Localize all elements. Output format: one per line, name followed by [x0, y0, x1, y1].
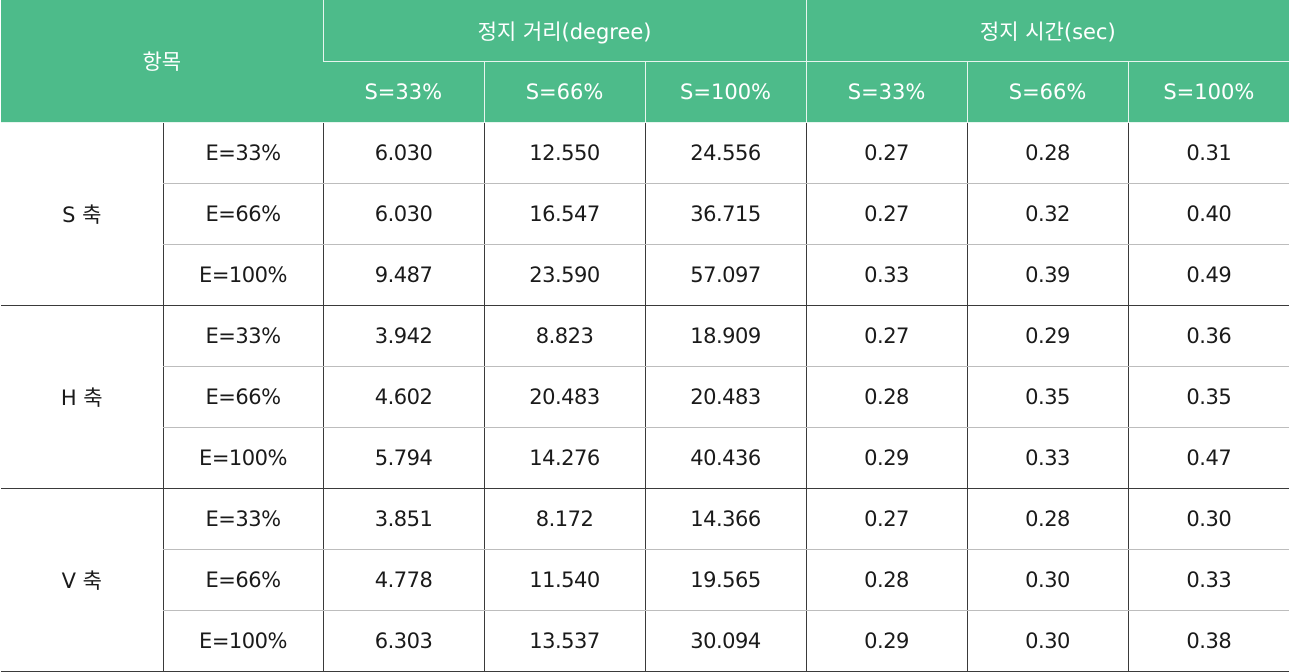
- table-row: E=66% 4.602 20.483 20.483 0.28 0.35 0.35: [1, 366, 1290, 428]
- table-header: 항목 정지 거리(degree) 정지 시간(sec) S=33% S=66% …: [1, 0, 1290, 123]
- stop-distance-cell: 6.030: [322, 122, 485, 184]
- e-level-label: E=33%: [162, 122, 324, 184]
- stop-distance-cell: 23.590: [483, 244, 646, 306]
- time-speed-header: S=66%: [966, 61, 1129, 123]
- stop-time-cell: 0.27: [805, 305, 968, 367]
- stop-time-cell: 0.49: [1127, 244, 1290, 306]
- stop-distance-cell: 3.851: [322, 488, 485, 550]
- stop-distance-cell: 14.276: [483, 427, 646, 489]
- stop-distance-cell: 36.715: [644, 183, 807, 245]
- table-row: E=66% 6.030 16.547 36.715 0.27 0.32 0.40: [1, 183, 1290, 245]
- stop-distance-cell: 3.942: [322, 305, 485, 367]
- time-speed-header: S=100%: [1127, 61, 1290, 123]
- stop-time-cell: 0.31: [1127, 122, 1290, 184]
- table-row: V 축 E=33% 3.851 8.172 14.366 0.27 0.28 0.30: [1, 488, 1290, 672]
- stop-distance-cell: 6.303: [322, 610, 485, 672]
- stop-distance-cell: 57.097: [644, 244, 807, 306]
- stop-distance-cell: 11.540: [483, 549, 646, 611]
- stop-distance-cell: 4.778: [322, 549, 485, 611]
- axis-label: S 축: [1, 122, 163, 306]
- stop-time-cell: 0.39: [966, 244, 1129, 306]
- stop-distance-cell: 16.547: [483, 183, 646, 245]
- table-row: H 축 E=33% 3.942 8.823 18.909 0.27 0.29 0.36: [1, 305, 1290, 489]
- stop-time-cell: 0.35: [1127, 366, 1290, 428]
- time-speed-header: S=33%: [805, 61, 968, 123]
- stop-distance-cell: 12.550: [483, 122, 646, 184]
- stop-time-cell: 0.28: [966, 122, 1129, 184]
- stop-time-cell: 0.29: [966, 305, 1129, 367]
- stop-time-cell: 0.27: [805, 488, 968, 550]
- stop-distance-cell: 40.436: [644, 427, 807, 489]
- stop-time-cell: 0.36: [1127, 305, 1290, 367]
- stop-time-cell: 0.35: [966, 366, 1129, 428]
- axis-label: H 축: [1, 305, 163, 489]
- header-row-groups: 항목 정지 거리(degree) 정지 시간(sec): [1, 0, 1290, 123]
- stop-time-cell: 0.47: [1127, 427, 1290, 489]
- stop-time-cell: 0.33: [966, 427, 1129, 489]
- stop-distance-cell: 8.172: [483, 488, 646, 550]
- stop-time-cell: 0.28: [805, 549, 968, 611]
- axis-label: V 축: [1, 488, 163, 672]
- stop-distance-cell: 13.537: [483, 610, 646, 672]
- table-body: S 축 E=33% 6.030 12.550 24.556 0.27 0.28 0.31 E=6…: [1, 122, 1290, 672]
- e-level-label: E=100%: [162, 427, 324, 489]
- distance-group-header: 정지 거리(degree): [322, 0, 807, 62]
- e-level-label: E=66%: [162, 366, 324, 428]
- stop-distance-cell: 20.483: [483, 366, 646, 428]
- table-row: S 축 E=33% 6.030 12.550 24.556 0.27 0.28 0.31: [1, 122, 1290, 306]
- stop-time-cell: 0.40: [1127, 183, 1290, 245]
- stop-distance-cell: 6.030: [322, 183, 485, 245]
- e-level-label: E=66%: [162, 183, 324, 245]
- stop-distance-cell: 19.565: [644, 549, 807, 611]
- stop-time-cell: 0.33: [805, 244, 968, 306]
- e-level-label: E=100%: [162, 610, 324, 672]
- stop-time-cell: 0.30: [966, 610, 1129, 672]
- stop-distance-cell: 18.909: [644, 305, 807, 367]
- stop-time-cell: 0.28: [805, 366, 968, 428]
- stop-distance-cell: 20.483: [644, 366, 807, 428]
- stop-time-cell: 0.29: [805, 427, 968, 489]
- stop-distance-cell: 14.366: [644, 488, 807, 550]
- distance-speed-header: S=33%: [323, 61, 485, 123]
- time-group-header: 정지 시간(sec): [805, 0, 1290, 62]
- stop-time-cell: 0.29: [805, 610, 968, 672]
- item-header: 항목: [1, 0, 324, 123]
- stop-distance-cell: 24.556: [644, 122, 807, 184]
- distance-speed-header: S=100%: [644, 61, 807, 123]
- stop-distance-cell: 5.794: [322, 427, 485, 489]
- stop-distance-cell: 4.602: [322, 366, 485, 428]
- stop-time-cell: 0.30: [1127, 488, 1290, 550]
- stop-time-cell: 0.27: [805, 122, 968, 184]
- table-row: E=100% 9.487 23.590 57.097 0.33 0.39 0.49: [1, 244, 1290, 306]
- stop-time-cell: 0.30: [966, 549, 1129, 611]
- e-level-label: E=33%: [162, 305, 324, 367]
- table-row: E=66% 4.778 11.540 19.565 0.28 0.30 0.33: [1, 549, 1290, 611]
- stop-distance-cell: 30.094: [644, 610, 807, 672]
- stop-time-cell: 0.27: [805, 183, 968, 245]
- stop-time-cell: 0.33: [1127, 549, 1290, 611]
- table-row: E=100% 5.794 14.276 40.436 0.29 0.33 0.47: [1, 427, 1290, 489]
- table-row: E=100% 6.303 13.537 30.094 0.29 0.30 0.38: [1, 610, 1290, 672]
- stop-time-cell: 0.38: [1127, 610, 1290, 672]
- e-level-label: E=66%: [162, 549, 324, 611]
- e-level-label: E=100%: [162, 244, 324, 306]
- stop-time-cell: 0.32: [966, 183, 1129, 245]
- distance-speed-header: S=66%: [483, 61, 646, 123]
- stop-time-cell: 0.28: [966, 488, 1129, 550]
- e-level-label: E=33%: [162, 488, 324, 550]
- header-row-speeds: S=33% S=66% S=100% S=33% S=66% S=100%: [1, 61, 1290, 123]
- stop-distance-cell: 9.487: [322, 244, 485, 306]
- stop-distance-cell: 8.823: [483, 305, 646, 367]
